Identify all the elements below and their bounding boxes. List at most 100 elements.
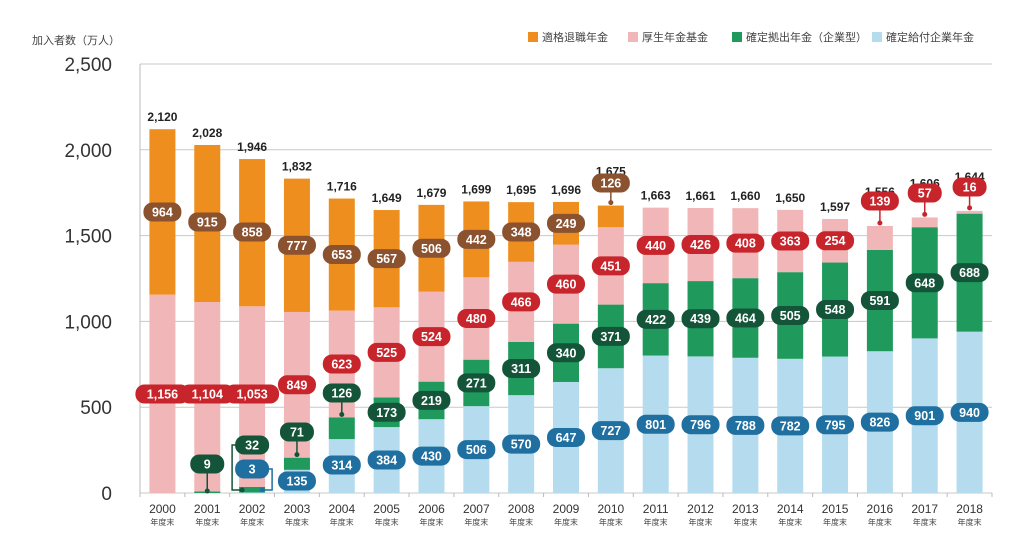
- total-labels: 2,120 2,028 1,946 1,832 1,716 1,649 1,679 1,699…: [147, 110, 985, 214]
- value-label-kosei-kikin: 254: [825, 234, 846, 248]
- value-label-tekikaku: 858: [242, 226, 263, 240]
- value-label-kakutei-kyoshutsu-bg: [190, 454, 225, 474]
- x-tick-label: 2016: [867, 502, 894, 516]
- value-label-tekikaku: 964: [152, 206, 173, 220]
- leader-dot: [922, 211, 928, 217]
- bar-segment-tekikaku: [597, 205, 624, 228]
- bar-segment-kakutei-kyoshutsu: [283, 457, 310, 470]
- value-label-kakutei-kyufu: 314: [331, 459, 352, 473]
- value-label-tekikaku-bg: [502, 222, 541, 242]
- bar-segment-kakutei-kyoshutsu: [328, 417, 355, 440]
- x-tick-sublabel: 年度末: [240, 517, 264, 527]
- x-tick-sublabel: 年度末: [509, 517, 533, 527]
- value-label-kosei-kikin-bg: [726, 233, 765, 253]
- value-label-kosei-kikin: 466: [511, 295, 532, 309]
- value-label-kakutei-kyufu-bg: [457, 440, 496, 460]
- x-tick-label: 2014: [777, 502, 804, 516]
- value-label-tekikaku: 348: [511, 225, 532, 239]
- x-tick-sublabel: 年度末: [644, 517, 668, 527]
- value-label-tekikaku: 915: [197, 216, 218, 230]
- y-tick-label: 2,000: [64, 141, 112, 162]
- value-label-kosei-kikin: 623: [331, 358, 352, 372]
- x-tick-label: 2010: [597, 502, 624, 516]
- value-label-kakutei-kyoshutsu: 439: [690, 312, 711, 326]
- value-label-kakutei-kyufu: 801: [645, 418, 666, 432]
- x-tick-label: 2003: [284, 502, 311, 516]
- value-label-tekikaku-bg: [457, 229, 496, 249]
- y-tick-label: 1,000: [64, 312, 112, 333]
- x-tick-sublabel: 年度末: [150, 517, 174, 527]
- x-tick-label: 2009: [553, 502, 580, 516]
- total-label: 1,699: [461, 182, 491, 196]
- value-label-kakutei-kyoshutsu: 173: [376, 406, 397, 420]
- value-label-tekikaku: 126: [600, 177, 621, 191]
- value-label-kakutei-kyoshutsu-bg: [726, 308, 765, 328]
- value-label-kakutei-kyoshutsu-bg: [457, 373, 496, 393]
- value-label-tekikaku: 653: [331, 248, 352, 262]
- value-label-kosei-kikin-bg: [135, 384, 190, 404]
- y-tick-label: 500: [80, 398, 112, 419]
- value-label-kakutei-kyoshutsu-bg: [322, 383, 361, 403]
- x-tick-sublabel: 年度末: [464, 517, 488, 527]
- leader-dot: [294, 452, 300, 458]
- value-label-kakutei-kyoshutsu: 422: [645, 313, 666, 327]
- value-label-kosei-kikin-bg: [771, 231, 810, 251]
- value-label-kosei-kikin: 524: [421, 330, 442, 344]
- total-label: 1,663: [641, 189, 671, 203]
- value-label-kosei-kikin-bg: [225, 384, 280, 404]
- value-label-kakutei-kyoshutsu-bg: [502, 359, 541, 379]
- value-label-kosei-kikin-bg: [816, 231, 855, 251]
- value-label-kosei-kikin-bg: [502, 292, 541, 312]
- value-label-kakutei-kyufu: 647: [556, 431, 577, 445]
- x-tick-label: 2018: [956, 502, 983, 516]
- value-label-kosei-kikin: 849: [287, 378, 308, 392]
- value-label-kakutei-kyoshutsu: 591: [869, 294, 890, 308]
- total-label: 1,679: [416, 186, 446, 200]
- y-tick-label: 0: [101, 484, 112, 505]
- bar-segment-kakutei-kyufu: [239, 492, 266, 493]
- value-label-kakutei-kyoshutsu-bg: [547, 343, 585, 363]
- x-tick-label: 2015: [822, 502, 849, 516]
- value-label-kakutei-kyufu-bg: [322, 455, 361, 475]
- value-label-kakutei-kyoshutsu: 464: [735, 311, 756, 325]
- total-label: 2,028: [192, 126, 222, 140]
- value-label-kakutei-kyoshutsu: 648: [914, 276, 935, 290]
- value-label-kakutei-kyufu-bg: [681, 415, 720, 435]
- y-axis-ticks: 0 500 1,000 1,500 2,000 2,500: [64, 55, 112, 505]
- value-label-tekikaku: 506: [421, 242, 442, 256]
- value-label-tekikaku-bg: [412, 238, 451, 258]
- x-axis-labels: 2000年度末2001年度末2002年度末2003年度末2004年度末2005年…: [149, 502, 983, 527]
- x-tick-label: 2017: [911, 502, 938, 516]
- x-tick-sublabel: 年度末: [913, 517, 937, 527]
- value-label-kakutei-kyufu-bg: [771, 416, 810, 436]
- value-label-kakutei-kyufu: 727: [600, 424, 621, 438]
- value-label-kakutei-kyufu-bg: [367, 450, 406, 470]
- value-label-kosei-kikin: 525: [376, 346, 397, 360]
- value-label-kakutei-kyufu-bg: [726, 415, 765, 435]
- value-label-kakutei-kyufu: 940: [959, 406, 980, 420]
- leader-line: [231, 444, 243, 491]
- total-label: 1,716: [327, 180, 357, 194]
- value-label-kosei-kikin: 57: [918, 187, 932, 201]
- y-tick-label: 2,500: [64, 55, 112, 76]
- value-label-kakutei-kyoshutsu: 371: [600, 330, 621, 344]
- value-label-kosei-kikin: 451: [600, 259, 621, 273]
- value-label-kakutei-kyoshutsu-bg: [412, 390, 451, 410]
- total-label: 1,660: [730, 189, 760, 203]
- value-label-kosei-kikin: 139: [869, 195, 890, 209]
- value-label-kosei-kikin-bg: [322, 354, 361, 374]
- value-label-kakutei-kyufu: 826: [869, 416, 890, 430]
- value-label-kakutei-kyufu-bg: [860, 412, 899, 432]
- legend: 適格退職年金 厚生年金基金 確定拠出年金（企業型） 確定給付企業年金: [528, 30, 974, 44]
- value-label-kakutei-kyoshutsu-bg: [235, 435, 270, 455]
- value-label-kakutei-kyufu: 3: [249, 463, 256, 477]
- value-label-kakutei-kyoshutsu-bg: [681, 309, 720, 329]
- x-tick-sublabel: 年度末: [868, 517, 892, 527]
- total-label: 1,650: [775, 191, 805, 205]
- total-label: 1,661: [686, 189, 716, 203]
- leader-line: [262, 468, 273, 491]
- x-tick-label: 2013: [732, 502, 759, 516]
- legend-swatch: [872, 32, 882, 42]
- value-label-kosei-kikin: 480: [466, 312, 487, 326]
- value-label-kakutei-kyoshutsu: 311: [511, 362, 531, 376]
